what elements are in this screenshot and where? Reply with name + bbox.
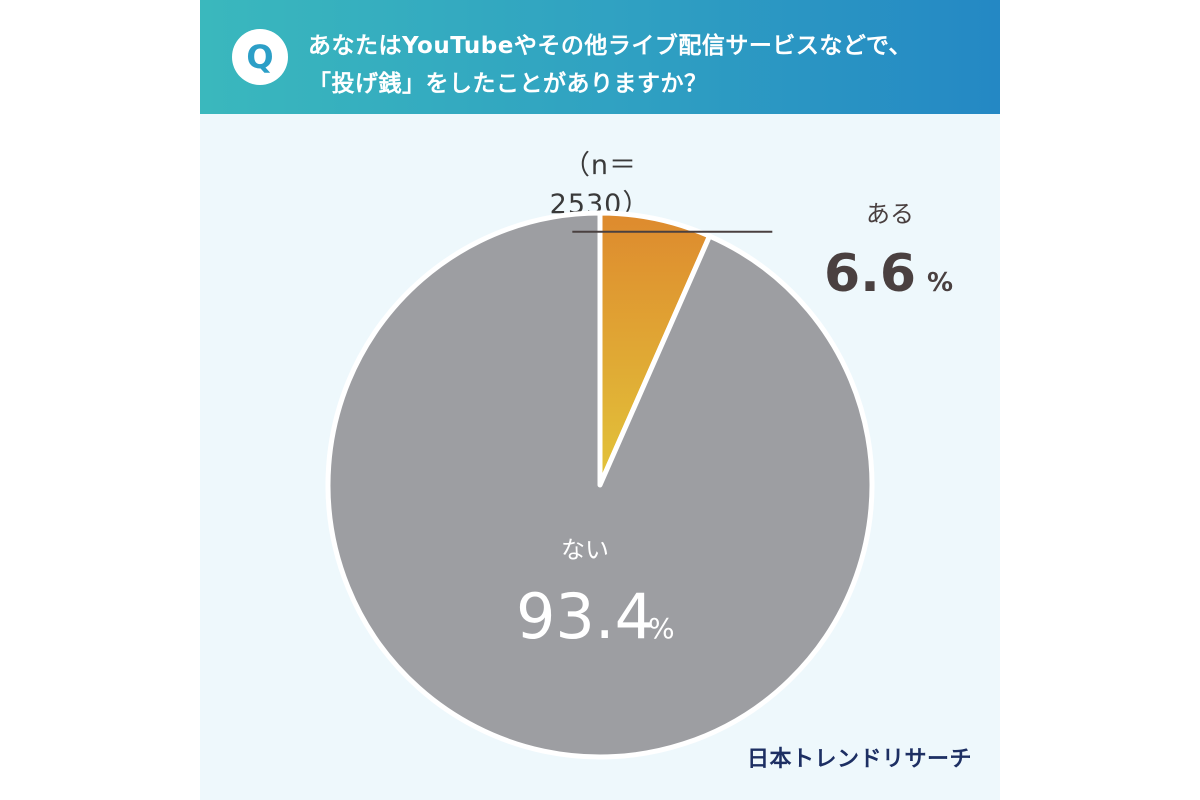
- slice-unit-aru: %: [927, 268, 953, 298]
- question-badge-letter: Q: [246, 38, 274, 76]
- slice-value-nai: 93.4: [516, 580, 654, 653]
- slice-unit-nai: %: [648, 612, 675, 645]
- question-badge: Q: [232, 29, 288, 85]
- slice-value-aru: 6.6: [824, 244, 916, 304]
- question-text-line-2: 「投げ銭」をしたことがありますか？: [308, 71, 708, 97]
- pie-chart: ある 6.6 % ない 93.4%: [325, 200, 953, 760]
- survey-card: Q あなたはYouTubeやその他ライブ配信サービスなどで、 「投げ銭」をしたこ…: [200, 0, 1000, 800]
- slice-label-aru: ある: [866, 200, 914, 228]
- question-text-line-1: あなたはYouTubeやその他ライブ配信サービスなどで、: [308, 33, 912, 59]
- slice-label-nai: ない: [561, 536, 609, 564]
- brand-logo-text: 日本トレンドリサーチ: [746, 747, 972, 772]
- pie-slice-nai: [325, 210, 875, 760]
- question-header: Q あなたはYouTubeやその他ライブ配信サービスなどで、 「投げ銭」をしたこ…: [200, 0, 1000, 114]
